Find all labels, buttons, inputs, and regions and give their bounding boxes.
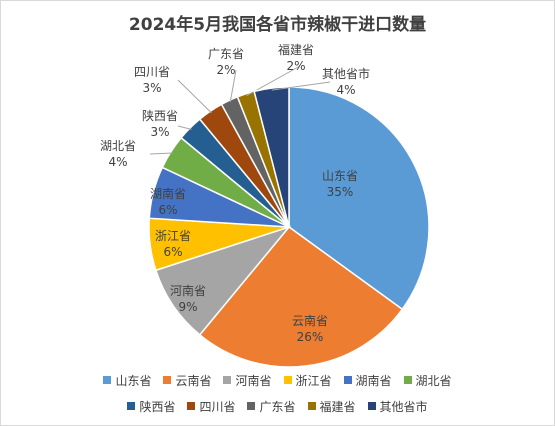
legend-swatch-2 bbox=[163, 376, 172, 384]
slice-value-label-8: 3% bbox=[142, 81, 161, 95]
leader-line-6 bbox=[149, 152, 173, 155]
leader-line-11 bbox=[271, 81, 331, 91]
legend-item-2: 云南省 bbox=[163, 372, 211, 389]
legend-item-9: 广东省 bbox=[247, 398, 296, 415]
leader-line-8 bbox=[177, 79, 212, 114]
legend-item-5: 湖南省 bbox=[343, 372, 392, 389]
slice-category-label-5: 湖南省 bbox=[150, 186, 186, 201]
slice-category-label-10: 福建省 bbox=[278, 42, 314, 57]
legend-label-1: 山东省 bbox=[115, 373, 152, 388]
legend-label-10: 福建省 bbox=[319, 399, 356, 414]
legend-swatch-4 bbox=[283, 376, 292, 384]
legend-swatch-11 bbox=[367, 402, 376, 410]
legend-item-7: 陕西省 bbox=[127, 398, 175, 415]
slice-category-label-11: 其他省市 bbox=[322, 66, 370, 81]
slice-category-label-8: 四川省 bbox=[134, 65, 170, 79]
legend-swatch-3 bbox=[223, 376, 232, 384]
legend-label-2: 云南省 bbox=[175, 373, 212, 388]
slice-value-label-6: 4% bbox=[108, 155, 127, 169]
slice-value-label-5: 6% bbox=[158, 203, 177, 217]
slice-value-label-1: 35% bbox=[327, 185, 354, 199]
slice-category-label-3: 河南省 bbox=[170, 283, 206, 298]
pie-slice-3 bbox=[154, 225, 292, 336]
legend-label-8: 四川省 bbox=[199, 399, 236, 414]
legend-row-1: 山东省 云南省 河南省 浙江省 湖南省 湖北省 bbox=[0, 367, 555, 393]
slice-value-label-7: 3% bbox=[150, 125, 169, 139]
legend-label-11: 其他省市 bbox=[379, 399, 428, 414]
legend-item-11: 其他省市 bbox=[367, 398, 428, 415]
slice-value-label-2: 26% bbox=[297, 330, 324, 344]
legend-swatch-1 bbox=[103, 376, 112, 384]
legend-swatch-8 bbox=[187, 402, 196, 410]
legend-item-8: 四川省 bbox=[187, 398, 235, 415]
slice-category-label-1: 山东省 bbox=[322, 169, 358, 183]
slice-value-label-10: 2% bbox=[286, 59, 305, 73]
legend-label-9: 广东省 bbox=[259, 399, 296, 414]
legend-item-6: 湖北省 bbox=[403, 372, 452, 389]
legend-swatch-5 bbox=[343, 376, 352, 384]
legend-label-4: 浙江省 bbox=[295, 373, 332, 388]
chart-legend: 山东省 云南省 河南省 浙江省 湖南省 湖北省陕西省 四川省 广东省 福建省 其他省市 bbox=[0, 367, 555, 419]
slice-value-label-11: 4% bbox=[336, 83, 355, 97]
legend-label-3: 河南省 bbox=[235, 373, 272, 388]
slice-category-label-6: 湖北省 bbox=[100, 138, 136, 153]
legend-label-6: 湖北省 bbox=[415, 373, 452, 388]
legend-row-2: 陕西省 四川省 广东省 福建省 其他省市 bbox=[0, 393, 555, 419]
slice-category-label-2: 云南省 bbox=[292, 313, 328, 328]
legend-label-5: 湖南省 bbox=[355, 373, 392, 388]
slice-category-label-7: 陕西省 bbox=[142, 108, 178, 123]
legend-item-4: 浙江省 bbox=[283, 372, 332, 389]
legend-item-10: 福建省 bbox=[307, 398, 356, 415]
slice-value-label-3: 9% bbox=[178, 300, 197, 314]
legend-swatch-9 bbox=[247, 402, 256, 410]
legend-item-3: 河南省 bbox=[223, 372, 272, 389]
leader-line-7 bbox=[177, 125, 192, 130]
legend-swatch-7 bbox=[127, 402, 136, 410]
slice-category-label-4: 浙江省 bbox=[155, 229, 191, 243]
slice-value-label-4: 6% bbox=[163, 245, 182, 259]
legend-swatch-6 bbox=[403, 376, 412, 384]
slice-category-label-9: 广东省 bbox=[208, 47, 244, 61]
pie-slice-11 bbox=[253, 86, 290, 228]
leader-line-9 bbox=[229, 69, 237, 103]
pie-slice-1 bbox=[288, 86, 430, 311]
legend-swatch-10 bbox=[307, 402, 316, 410]
legend-label-7: 陕西省 bbox=[139, 399, 176, 414]
slice-value-label-9: 2% bbox=[216, 63, 235, 77]
legend-item-1: 山东省 bbox=[103, 372, 151, 389]
pie-slice-2 bbox=[198, 225, 404, 368]
chart-title: 2024年5月我国各省市辣椒干进口数量 bbox=[128, 15, 427, 35]
